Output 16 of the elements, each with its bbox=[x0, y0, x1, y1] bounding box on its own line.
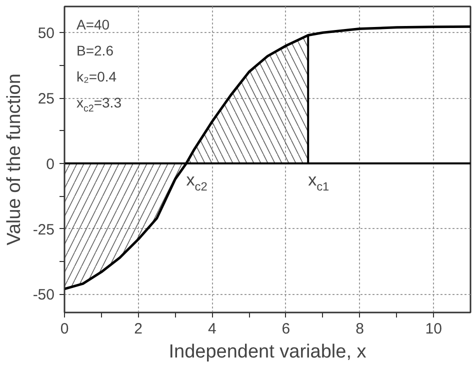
y-tick-label: 50 bbox=[38, 25, 55, 42]
x-tick-label: 2 bbox=[134, 320, 142, 338]
y-tick-label: -50 bbox=[32, 286, 55, 304]
annotation: A=40 bbox=[76, 16, 110, 32]
y-tick-label: 0 bbox=[46, 156, 54, 173]
y-tick-label: 25 bbox=[38, 90, 55, 108]
x-tick-label: 10 bbox=[425, 320, 442, 338]
x-tick-label: 8 bbox=[356, 320, 364, 338]
annotation: k₂=0.4 bbox=[76, 68, 117, 84]
annotation: B=2.6 bbox=[76, 42, 114, 58]
y-tick-label: -25 bbox=[32, 221, 55, 238]
x-tick-label: 0 bbox=[60, 320, 69, 338]
x-tick-label: 4 bbox=[208, 320, 216, 338]
y-axis-title: Value of the function bbox=[4, 74, 25, 246]
x-axis-title: Independent variable, x bbox=[168, 342, 367, 362]
x-tick-label: 6 bbox=[282, 320, 290, 338]
